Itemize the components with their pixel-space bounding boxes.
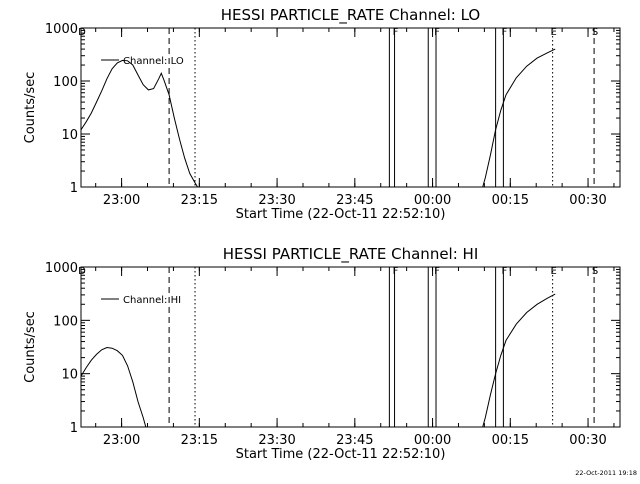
- x-tick-label: 23:00: [103, 193, 140, 208]
- chart-title: HESSI PARTICLE_RATE Channel: HI: [223, 245, 479, 264]
- series-line: [80, 59, 199, 188]
- legend-label: Channel: LO: [123, 56, 184, 67]
- y-axis-label: Counts/sec: [23, 72, 38, 144]
- legend-label: Channel: HI: [123, 295, 181, 306]
- y-tick-label: 100: [53, 314, 78, 329]
- event-marker-letter: E: [550, 27, 556, 38]
- event-marker-letter: F: [393, 27, 399, 38]
- x-tick-label: 23:45: [336, 433, 373, 448]
- event-marker-letter: F: [502, 266, 508, 277]
- event-marker-letter: E: [550, 266, 556, 277]
- plot-frame: [80, 266, 621, 428]
- plot-frame: [80, 27, 621, 188]
- x-tick-label: 00:00: [414, 433, 451, 448]
- x-tick-label: 00:30: [569, 193, 606, 208]
- y-tick-label: 1: [70, 421, 78, 436]
- x-tick-label: 23:30: [258, 193, 295, 208]
- x-tick-label: 00:30: [569, 433, 606, 448]
- y-tick-label: 1000: [45, 261, 78, 276]
- series-line: [482, 293, 556, 428]
- series-line: [482, 48, 556, 188]
- y-tick-label: 100: [53, 75, 78, 90]
- event-marker-letter: F: [434, 266, 440, 277]
- y-tick-label: 10: [61, 368, 78, 383]
- x-tick-label: 00:15: [492, 193, 529, 208]
- x-axis-label: Start Time (22-Oct-11 22:52:10): [236, 447, 446, 462]
- event-marker-letter: F: [434, 27, 440, 38]
- x-tick-label: 00:15: [492, 433, 529, 448]
- y-tick-label: 10: [61, 128, 78, 143]
- footer-timestamp: 22-Oct-2011 19:18: [575, 469, 637, 477]
- panel-hi-channel: HESSI PARTICLE_RATE Channel: HI 1 10 100 100…: [23, 245, 621, 462]
- y-axis-label: Counts/sec: [23, 311, 38, 383]
- x-tick-label: 23:15: [181, 193, 218, 208]
- event-marker-letter: D: [78, 266, 86, 277]
- panel-lo-channel: HESSI PARTICLE_RATE Channel: LO 1 10 100 100…: [23, 6, 621, 222]
- y-tick-label: 1000: [45, 22, 78, 37]
- x-tick-label: 23:15: [181, 433, 218, 448]
- x-tick-label: 23:30: [258, 433, 295, 448]
- event-marker-letter: S: [592, 27, 598, 38]
- x-tick-label: 00:00: [414, 193, 451, 208]
- series-line: [80, 346, 147, 428]
- chart-title: HESSI PARTICLE_RATE Channel: LO: [221, 6, 480, 25]
- event-marker-letter: F: [502, 27, 508, 38]
- x-tick-label: 23:00: [103, 433, 140, 448]
- event-marker-letter: S: [592, 266, 598, 277]
- y-tick-label: 1: [70, 181, 78, 196]
- x-tick-label: 23:45: [336, 193, 373, 208]
- event-marker-letter: D: [78, 27, 86, 38]
- x-axis-label: Start Time (22-Oct-11 22:52:10): [236, 207, 446, 222]
- event-marker-letter: F: [393, 266, 399, 277]
